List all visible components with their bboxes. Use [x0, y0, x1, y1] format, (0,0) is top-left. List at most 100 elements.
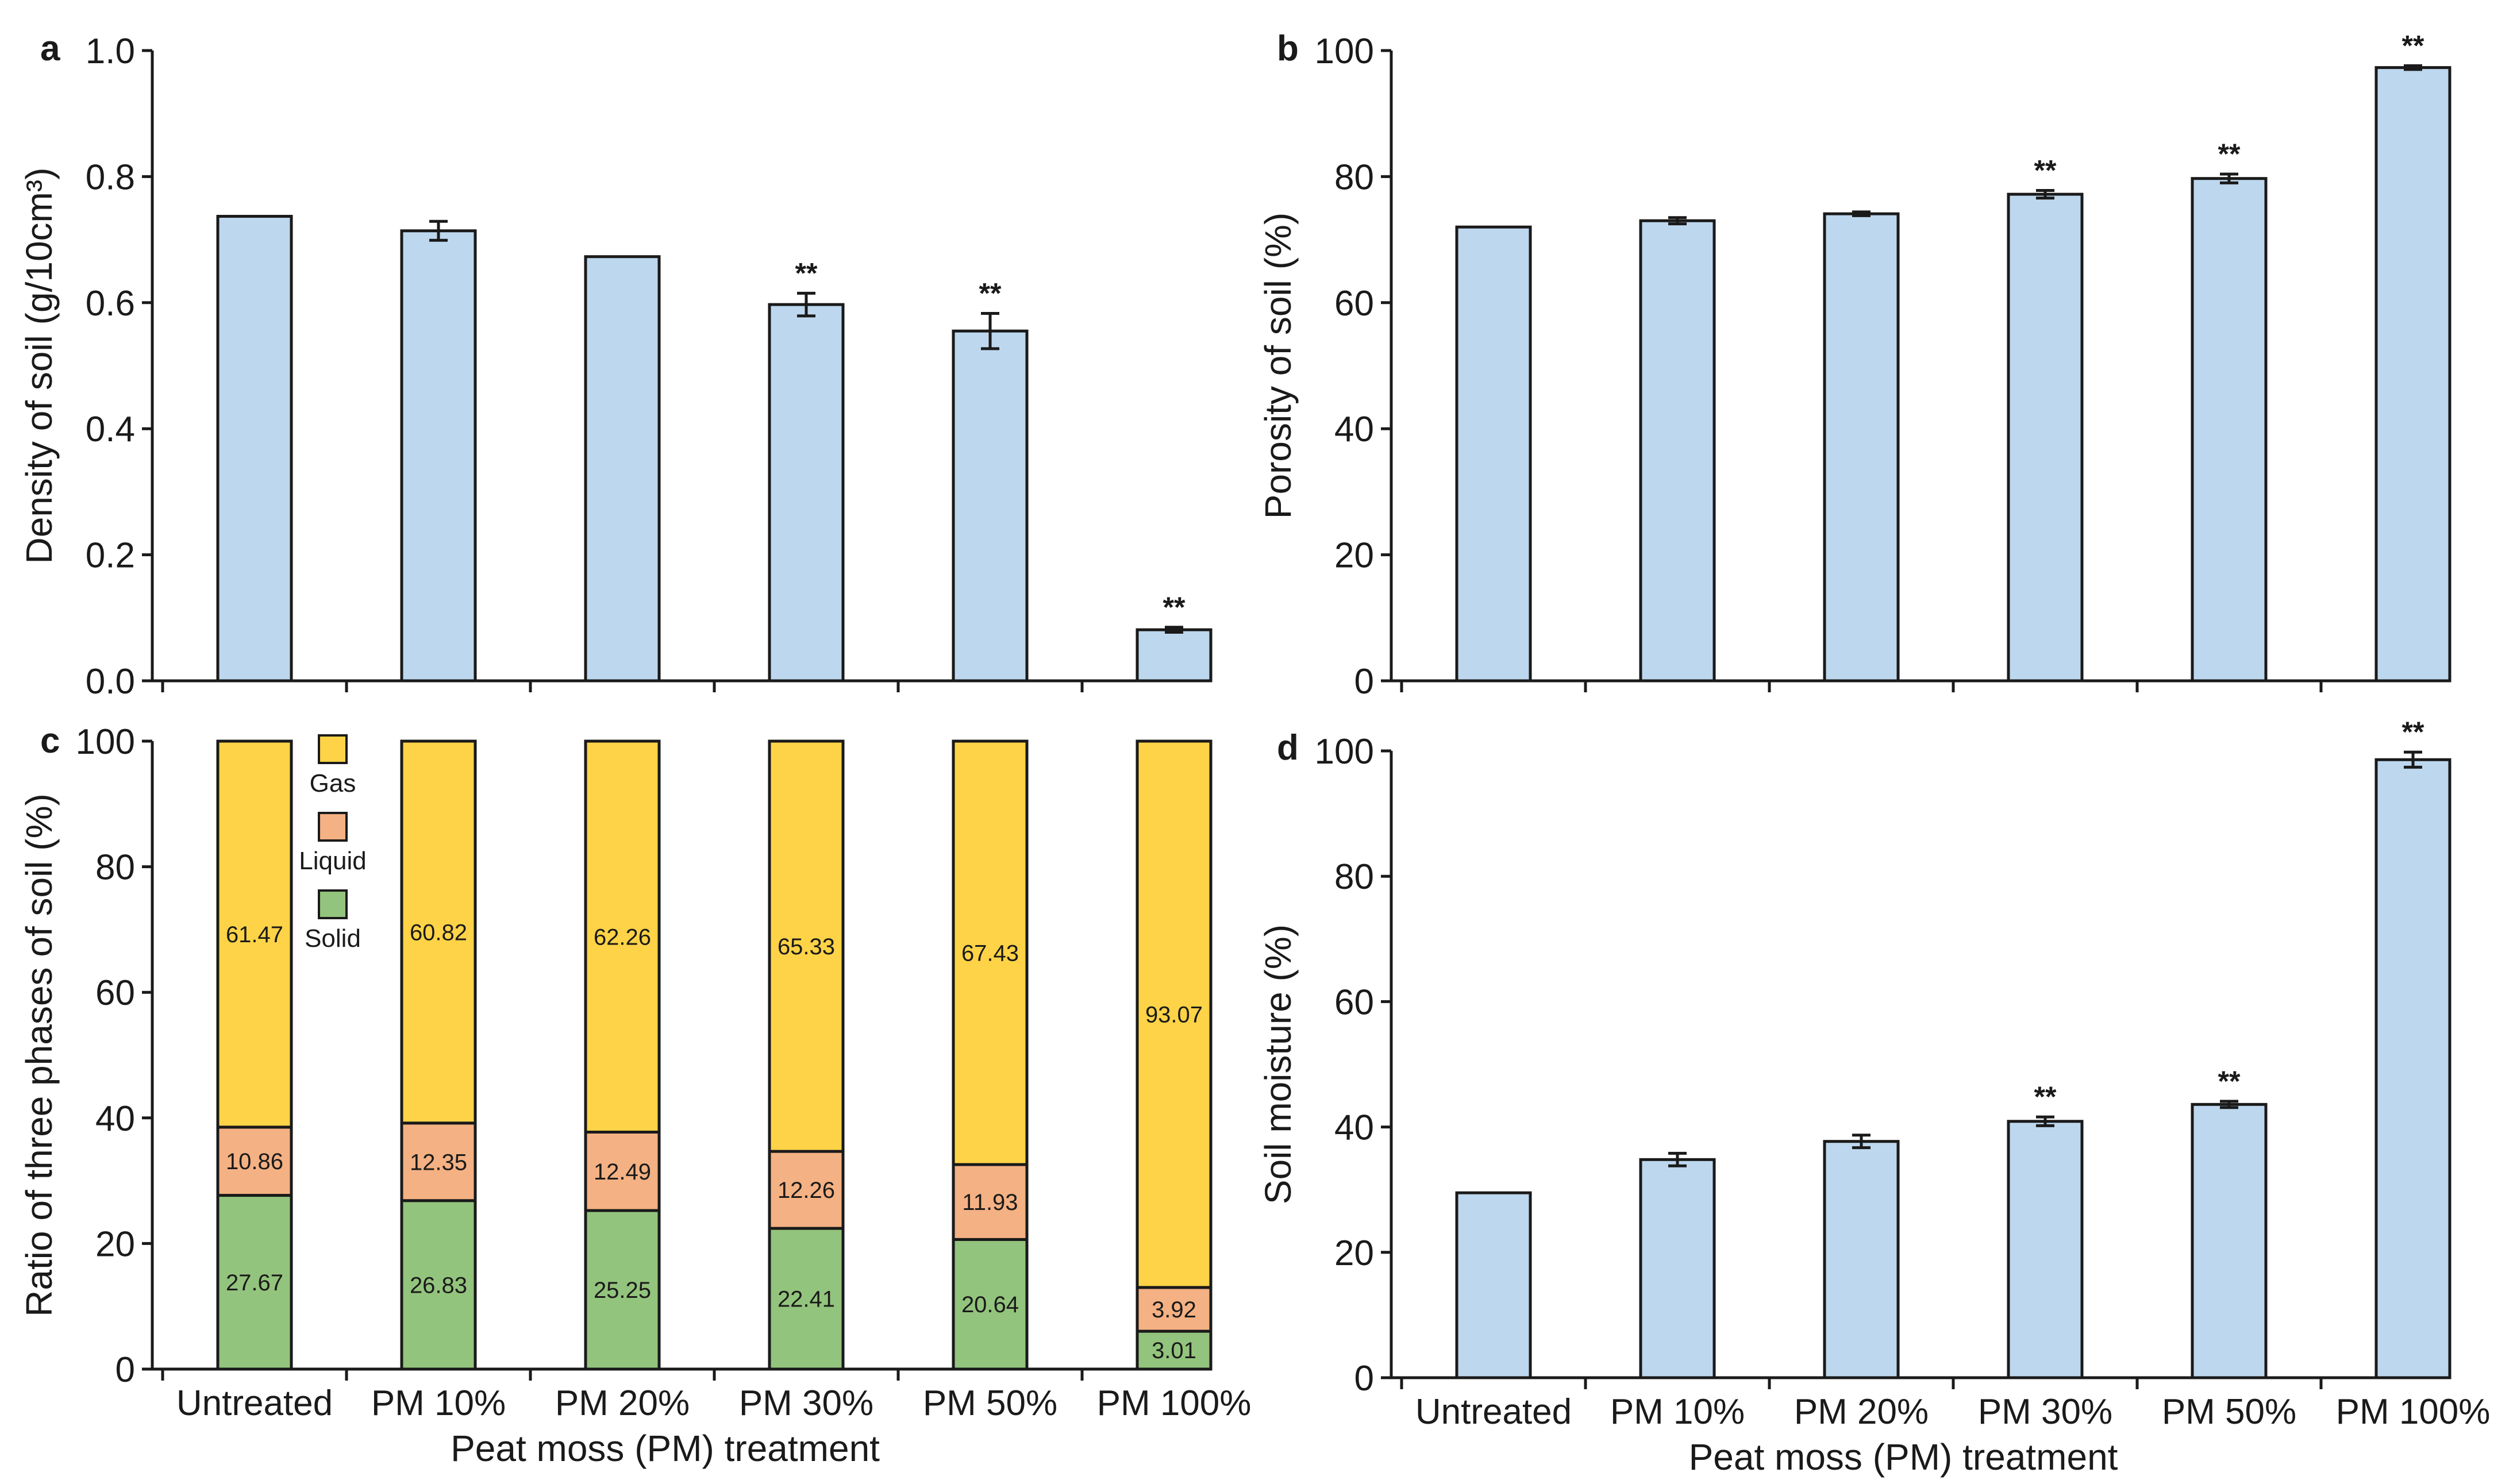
y-tick-label: 80 [1334, 857, 1374, 897]
significance-marker: ** [2402, 29, 2424, 61]
y-axis-title: Porosity of soil (%) [1257, 213, 1299, 519]
bar-segment-solid [952, 1238, 1029, 1371]
bar [2191, 177, 2268, 683]
bar [1639, 1158, 1716, 1379]
x-tick-label: PM 20% [1794, 1392, 1929, 1432]
y-tick-label: 60 [1334, 982, 1374, 1022]
x-tick-label: PM 50% [2162, 1392, 2296, 1432]
y-tick-label: 60 [95, 973, 135, 1013]
y-tick-label: 20 [1334, 1234, 1374, 1273]
segment-value-label: 60.82 [410, 920, 467, 945]
panel-letter: b [1277, 29, 1299, 68]
y-tick-label: 100 [1315, 732, 1374, 772]
bar-segment-gas [584, 739, 661, 1134]
bar [2191, 1103, 2268, 1379]
segment-value-label: 62.26 [594, 924, 651, 950]
segment-value-label: 93.07 [1145, 1002, 1203, 1027]
x-tick-label: PM 30% [739, 1383, 873, 1423]
significance-marker: ** [1163, 591, 1186, 623]
bar [2374, 758, 2451, 1379]
y-tick-label: 0.8 [86, 157, 135, 197]
bar-segment-gas [400, 739, 477, 1125]
segment-value-label: 20.64 [961, 1292, 1019, 1317]
segment-value-label: 12.49 [594, 1159, 651, 1185]
significance-marker: ** [2218, 138, 2241, 170]
segment-value-label: 3.01 [1152, 1338, 1196, 1363]
significance-marker: ** [2402, 716, 2424, 748]
segment-value-label: 11.93 [962, 1190, 1018, 1215]
y-tick-label: 20 [1334, 536, 1374, 576]
panel-letter: d [1277, 728, 1299, 768]
y-axis-title: Soil moisture (%) [1257, 924, 1299, 1204]
x-tick-label: PM 10% [1610, 1392, 1745, 1432]
bar-segment-liquid [400, 1121, 477, 1202]
bar [400, 229, 477, 683]
x-tick-label: PM 50% [923, 1383, 1057, 1423]
segment-value-label: 27.67 [226, 1270, 283, 1296]
panel-a: a 0.0 0.2 0.4 0.6 0.8 1.0 Density of soil (g/10… [18, 29, 1213, 701]
y-tick-label: 40 [1334, 1108, 1374, 1148]
bar [1136, 628, 1213, 683]
bar-segment-liquid [768, 1150, 845, 1230]
y-tick-label: 0 [116, 1350, 135, 1390]
bar [1455, 1191, 1532, 1379]
segment-value-label: 12.26 [778, 1178, 835, 1203]
significance-marker: ** [979, 277, 1002, 309]
y-tick-label: 40 [1334, 410, 1374, 449]
y-tick-label: 100 [1315, 32, 1374, 71]
bar-segment-gas [952, 739, 1029, 1166]
significance-marker: ** [2034, 155, 2057, 187]
bar [768, 303, 845, 683]
bar-segment-gas [768, 739, 845, 1153]
x-tick-label: PM 20% [555, 1383, 690, 1423]
bar [1823, 212, 1900, 683]
x-axis-title: Peat moss (PM) treatment [1689, 1436, 2118, 1478]
significance-marker: ** [2218, 1065, 2241, 1097]
segment-value-label: 12.35 [410, 1150, 467, 1175]
panel-letter: c [40, 721, 60, 761]
segment-value-label: 67.43 [961, 941, 1019, 966]
panel-letter: a [40, 29, 60, 68]
x-tick-label: Untreated [176, 1383, 333, 1423]
x-tick-label: PM 30% [1978, 1392, 2112, 1432]
bar-segment-solid [584, 1209, 661, 1371]
x-tick-label: PM 100% [1097, 1383, 1252, 1423]
x-tick-label: PM 10% [371, 1383, 506, 1423]
panel-d: d 0 20 40 60 80 100 Soil moisture (%) Untreated P… [1257, 716, 2490, 1478]
x-tick-label: Untreated [1415, 1392, 1572, 1432]
segment-value-label: 10.86 [226, 1149, 283, 1174]
bar-segment-solid [400, 1199, 477, 1371]
x-tick-label: PM 100% [2336, 1392, 2491, 1432]
y-tick-label: 0.4 [86, 410, 135, 449]
bar [1455, 225, 1532, 683]
y-tick-label: 40 [95, 1099, 135, 1139]
y-tick-label: 0 [1354, 1359, 1374, 1398]
segment-value-label: 3.92 [1152, 1297, 1196, 1323]
legend-label: Gas [310, 769, 356, 797]
bar [1823, 1140, 1900, 1379]
legend-swatch-gas [318, 734, 348, 764]
significance-marker: ** [795, 257, 818, 289]
segment-value-label: 22.41 [778, 1287, 835, 1312]
bar-segment-gas [216, 739, 293, 1129]
bar [216, 215, 293, 683]
y-axis-title: Density of soil (g/10cm³) [18, 168, 60, 564]
bar [2007, 1120, 2084, 1379]
significance-marker: ** [2034, 1081, 2057, 1113]
bar [952, 329, 1029, 683]
y-tick-label: 60 [1334, 284, 1374, 323]
panel-b: b 0 20 40 60 80 100 Porosity of soil (%) ** ** ** [1257, 29, 2451, 701]
legend-swatch-solid [318, 889, 348, 919]
x-axis-title: Peat moss (PM) treatment [451, 1428, 880, 1469]
y-tick-label: 20 [95, 1224, 135, 1264]
legend-label: Solid [305, 924, 361, 953]
y-tick-label: 100 [76, 722, 135, 762]
y-tick-label: 80 [1334, 157, 1374, 197]
panel-c: c 0 20 40 60 80 100 Ratio of three phases of so… [18, 721, 1251, 1469]
bar [2007, 192, 2084, 683]
y-tick-label: 0.0 [86, 662, 135, 701]
legend-label: Liquid [299, 847, 366, 875]
y-tick-label: 0.2 [86, 536, 135, 576]
bar-segment-gas [1136, 739, 1213, 1289]
